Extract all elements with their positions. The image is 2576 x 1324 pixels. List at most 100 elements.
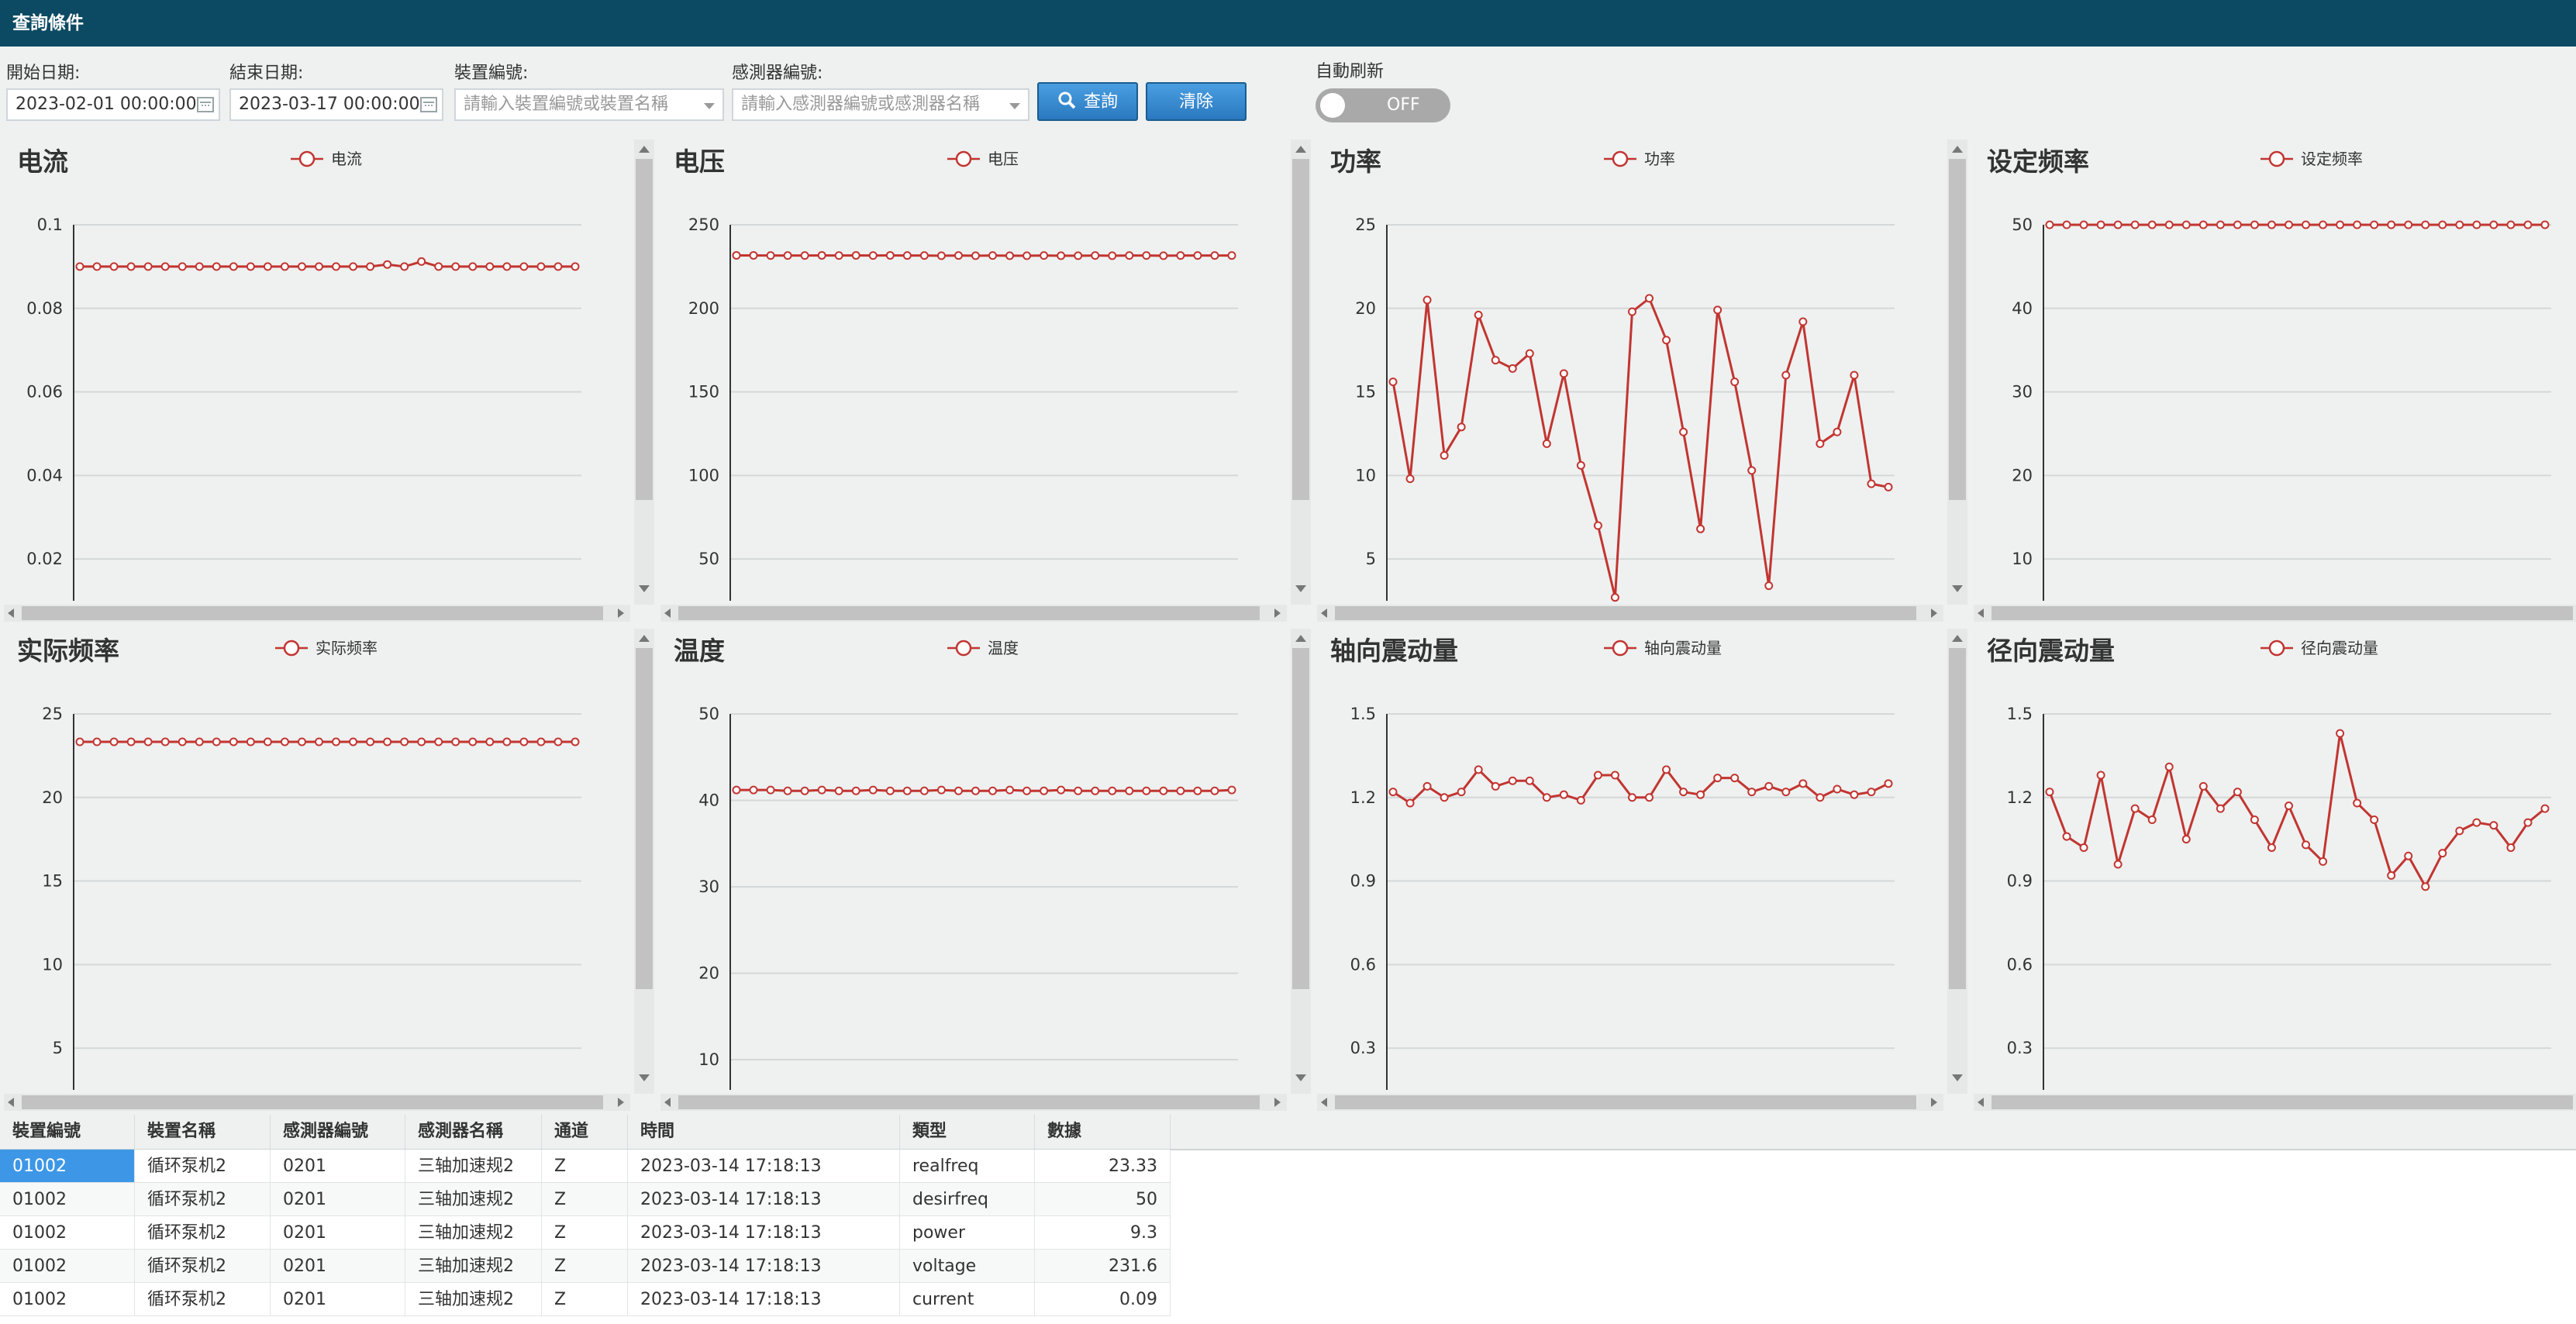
scroll-down-icon — [1952, 1074, 1963, 1081]
calendar-icon[interactable] — [197, 97, 214, 112]
chart-panel: 轴向震动量 轴向震动量 1.5 1.2 0.9 0.6 0.3 — [1317, 629, 1967, 1111]
data-point — [1474, 310, 1483, 319]
data-point — [2181, 835, 2191, 844]
column-header[interactable]: 時間 — [628, 1115, 900, 1149]
horizontal-scrollbar[interactable] — [1317, 1094, 1943, 1111]
start-date-field[interactable]: 2023-02-01 00:00:00 — [6, 88, 220, 121]
data-point — [834, 786, 843, 795]
column-header[interactable]: 類型 — [900, 1115, 1035, 1149]
y-tick-label: 0.9 — [1350, 872, 1376, 891]
data-point — [2455, 220, 2464, 229]
data-point — [1491, 356, 1500, 365]
auto-refresh-toggle[interactable]: OFF — [1316, 88, 1450, 122]
device-select[interactable]: 請輸入裝置編號或裝置名稱 — [454, 88, 724, 121]
device-placeholder: 請輸入裝置編號或裝置名稱 — [464, 95, 669, 114]
data-point — [1576, 795, 1585, 805]
data-point — [2233, 220, 2242, 229]
data-point — [2523, 220, 2533, 229]
data-point — [280, 262, 289, 271]
horizontal-scrollbar[interactable] — [1974, 1094, 2576, 1111]
column-header[interactable]: 感測器編號 — [271, 1115, 405, 1149]
y-tick-label: 0.04 — [26, 466, 63, 484]
data-point — [2353, 798, 2362, 808]
end-date-field[interactable]: 2023-03-17 00:00:00 — [229, 88, 443, 121]
data-point — [1747, 788, 1757, 797]
horizontal-scrollbar[interactable] — [4, 605, 630, 622]
y-tick-label: 50 — [698, 705, 719, 723]
table-cell: 0201 — [271, 1216, 405, 1250]
data-point — [263, 737, 272, 746]
horizontal-scrollbar[interactable] — [660, 605, 1287, 622]
data-point — [1125, 251, 1134, 260]
scrollbar-thumb — [1991, 1095, 2573, 1109]
y-tick-label: 1.2 — [2007, 788, 2033, 807]
data-point — [902, 251, 912, 260]
column-header[interactable]: 數據 — [1035, 1115, 1171, 1149]
horizontal-scrollbar[interactable] — [660, 1094, 1287, 1111]
table-cell: 01002 — [0, 1216, 135, 1250]
search-button[interactable]: 查詢 — [1037, 82, 1138, 121]
y-tick-label: 20 — [42, 788, 63, 807]
data-point — [2250, 815, 2259, 825]
column-header[interactable]: 裝置編號 — [0, 1115, 135, 1149]
horizontal-scrollbar[interactable] — [1974, 605, 2576, 622]
data-point — [1679, 427, 1688, 436]
vertical-scrollbar[interactable] — [634, 140, 654, 605]
data-point — [1227, 785, 1236, 795]
chart-panel: 设定频率 设定频率 50 40 30 20 10 — [1974, 147, 2576, 622]
series-line — [736, 788, 1233, 792]
clear-button[interactable]: 清除 — [1146, 82, 1247, 121]
table-row[interactable]: 01002 循环泵机2 0201 三轴加速规2 Z 2023-03-14 17:18:13… — [0, 1150, 1171, 1183]
y-tick-label: 200 — [688, 299, 719, 318]
table-cell: 0201 — [271, 1283, 405, 1316]
data-point — [2250, 220, 2259, 229]
table-row[interactable]: 01002 循环泵机2 0201 三轴加速规2 Z 2023-03-14 17:18:13… — [0, 1283, 1171, 1316]
data-point — [1005, 251, 1015, 260]
vertical-scrollbar[interactable] — [1291, 629, 1311, 1094]
series-line — [80, 260, 575, 268]
data-point — [2113, 220, 2123, 229]
table-cell: 2023-03-14 17:18:13 — [628, 1183, 900, 1216]
table-cell: 2023-03-14 17:18:13 — [628, 1216, 900, 1250]
data-point — [400, 262, 409, 271]
y-tick-label: 10 — [2012, 550, 2033, 568]
table-cell: 0201 — [271, 1183, 405, 1216]
column-header[interactable]: 通道 — [542, 1115, 628, 1149]
horizontal-scrollbar[interactable] — [1317, 605, 1943, 622]
data-point — [417, 257, 426, 266]
calendar-icon[interactable] — [420, 97, 437, 112]
data-point — [2370, 220, 2379, 229]
vertical-scrollbar[interactable] — [1291, 140, 1311, 605]
end-date-label: 結束日期: — [229, 64, 304, 83]
column-header[interactable]: 裝置名稱 — [135, 1115, 271, 1149]
data-point — [2284, 220, 2293, 229]
vertical-scrollbar[interactable] — [1947, 629, 1967, 1094]
data-point — [988, 251, 998, 260]
data-point — [75, 262, 84, 271]
data-point — [536, 262, 546, 271]
vertical-scrollbar[interactable] — [634, 629, 654, 1094]
scroll-up-icon — [639, 146, 650, 153]
scroll-right-icon — [1931, 1098, 1937, 1107]
y-tick-label: 5 — [53, 1039, 63, 1057]
data-point — [1696, 790, 1705, 799]
data-point — [2267, 220, 2276, 229]
data-point — [2387, 220, 2396, 229]
column-header[interactable]: 感測器名稱 — [405, 1115, 542, 1149]
horizontal-scrollbar[interactable] — [4, 1094, 630, 1111]
data-point — [1193, 786, 1202, 795]
data-point — [485, 737, 495, 746]
data-point — [263, 262, 272, 271]
table-row[interactable]: 01002 循环泵机2 0201 三轴加速规2 Z 2023-03-14 17:18:13… — [0, 1183, 1171, 1216]
chart-panel: 温度 温度 50 40 30 20 10 — [660, 629, 1311, 1111]
sensor-placeholder: 請輸入感測器編號或感測器名稱 — [741, 95, 981, 114]
data-point — [2421, 882, 2430, 891]
data-point — [1005, 785, 1015, 795]
scrollbar-thumb — [22, 606, 603, 620]
table-row[interactable]: 01002 循环泵机2 0201 三轴加速规2 Z 2023-03-14 17:18:13… — [0, 1216, 1171, 1250]
vertical-scrollbar[interactable] — [1947, 140, 1967, 605]
table-row[interactable]: 01002 循环泵机2 0201 三轴加速规2 Z 2023-03-14 17:18:13… — [0, 1250, 1171, 1283]
table-cell: 循环泵机2 — [135, 1216, 271, 1250]
sensor-select[interactable]: 請輸入感測器編號或感測器名稱 — [732, 88, 1029, 121]
table-cell: 01002 — [0, 1150, 135, 1183]
